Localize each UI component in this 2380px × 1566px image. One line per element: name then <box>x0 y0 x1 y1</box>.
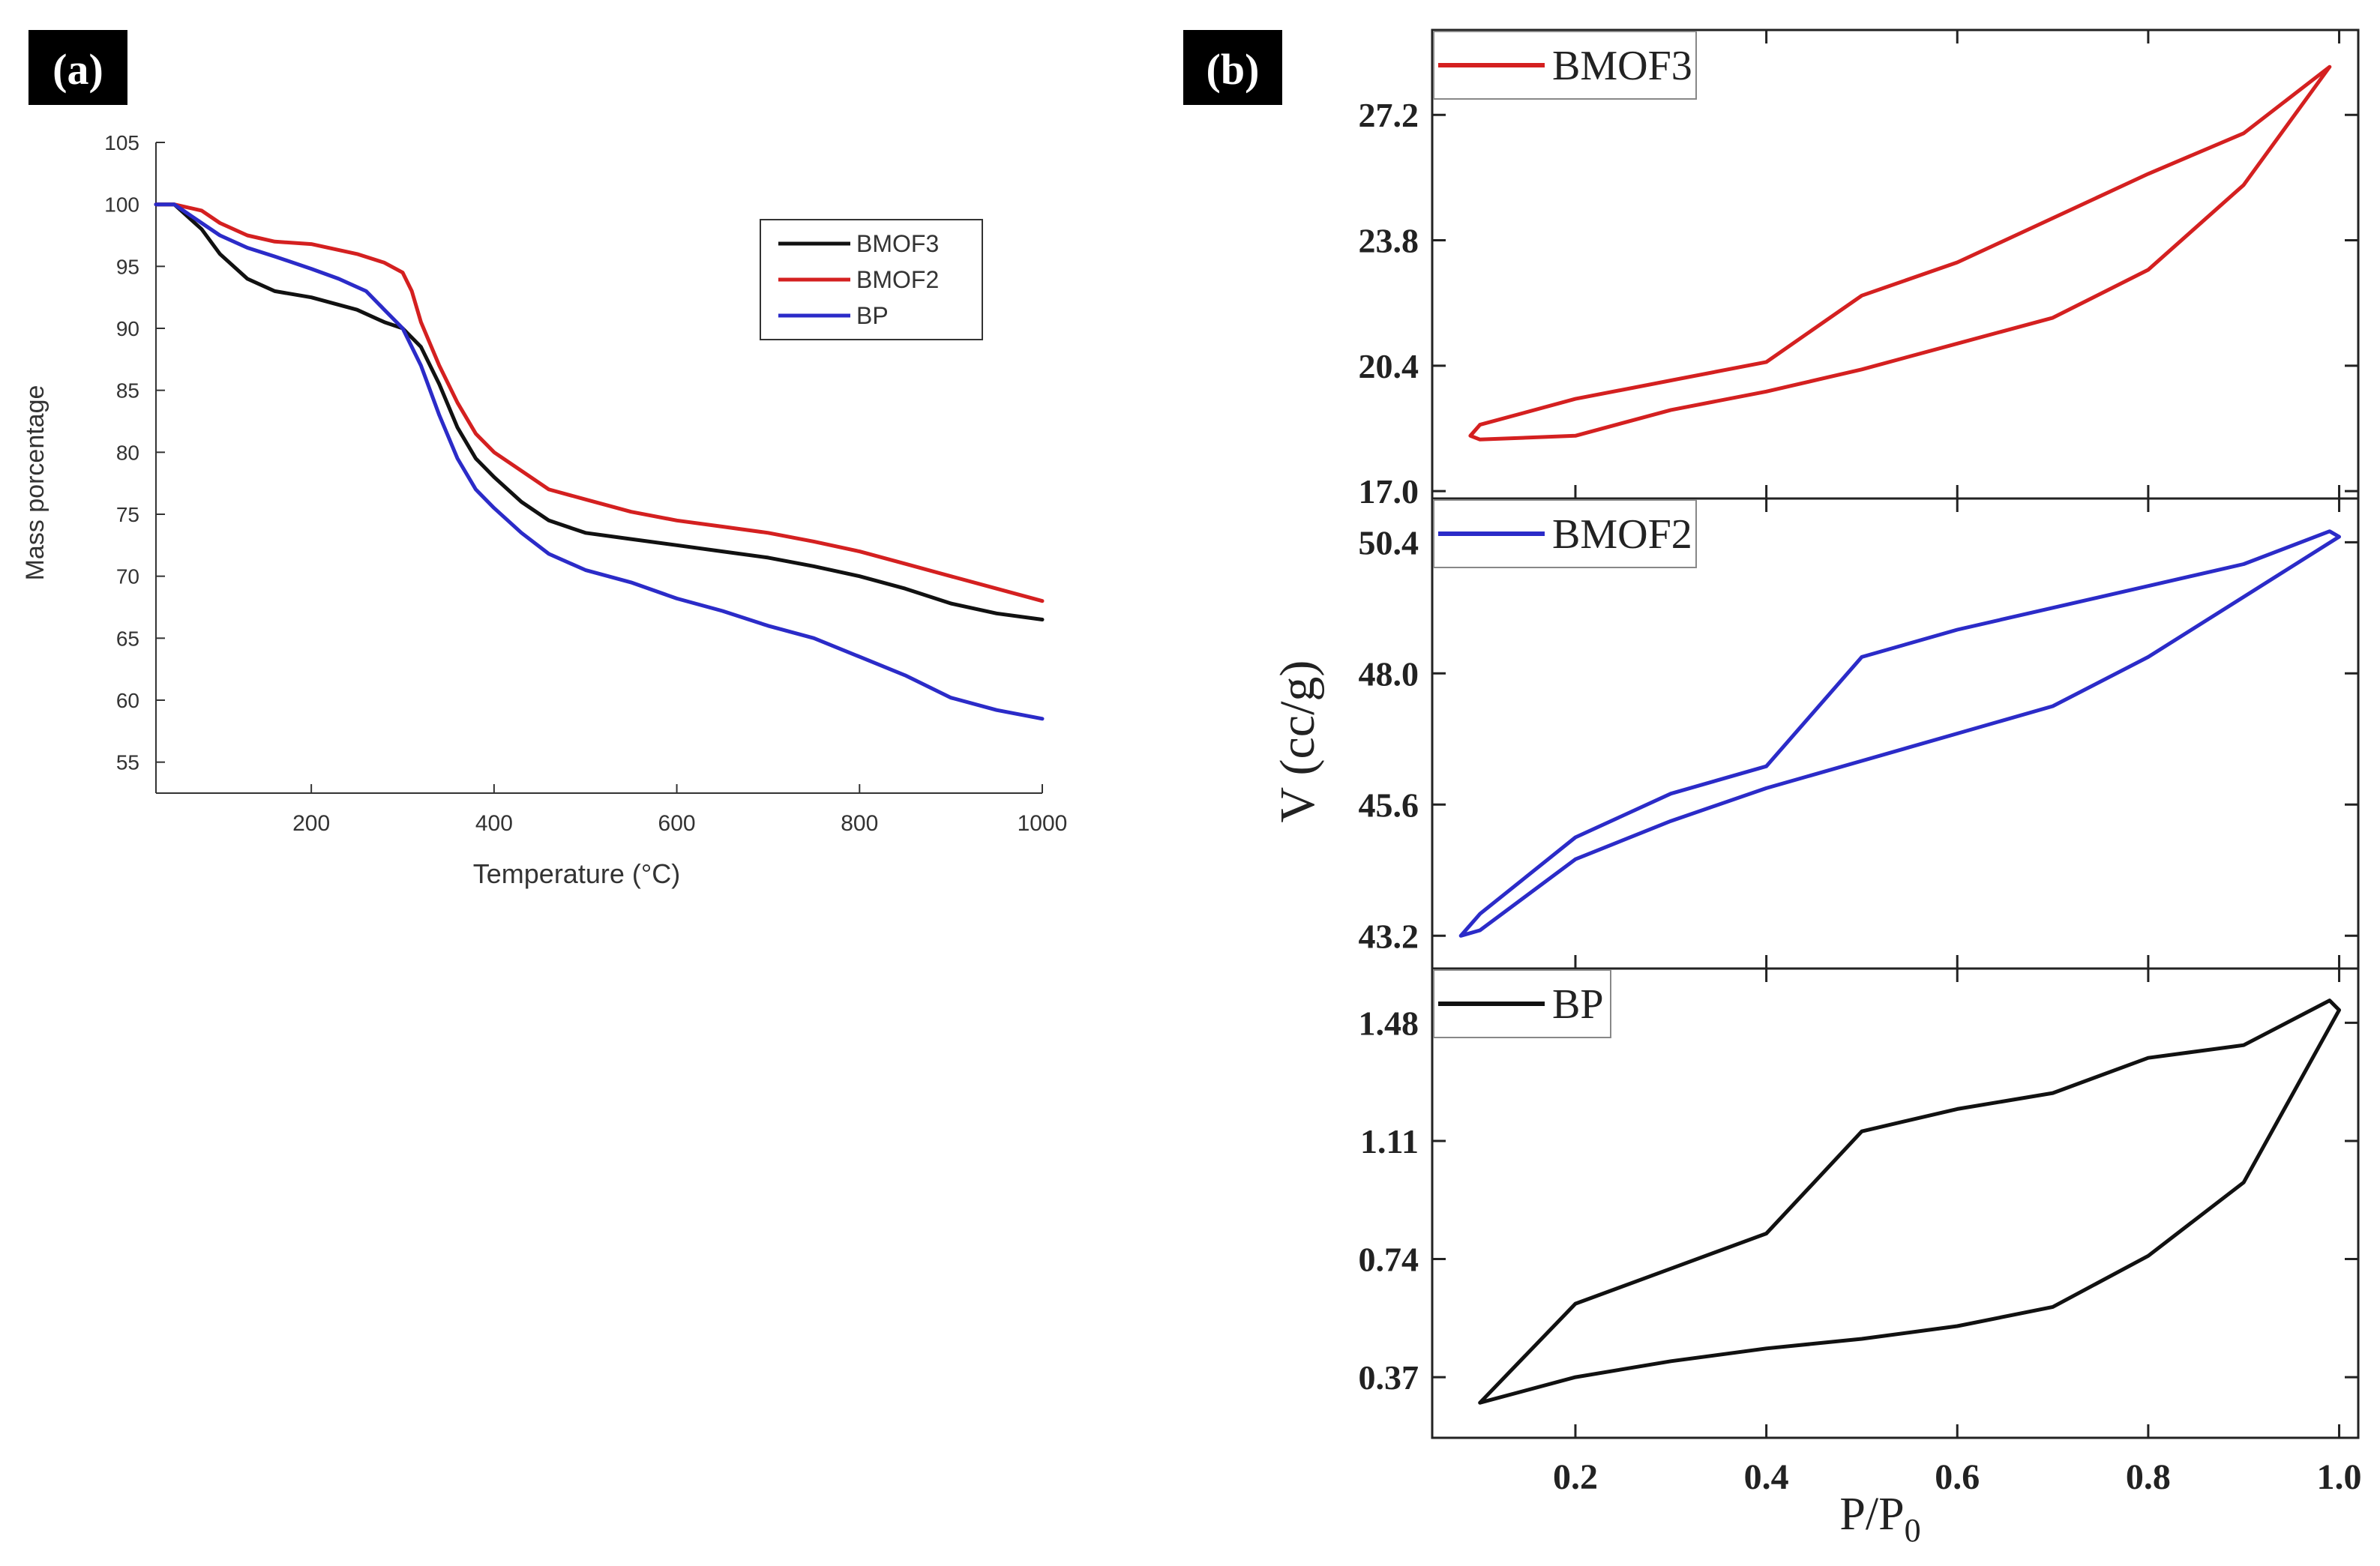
isotherm-y-tick-label-bmof3: 23.8 <box>1359 222 1419 260</box>
isotherm-y-tick-label-bp: 0.74 <box>1359 1241 1419 1279</box>
isotherm-y-tick-label-bmof2: 50.4 <box>1359 523 1419 561</box>
isotherm-legend-bp: BP <box>1433 969 1611 1038</box>
tga-y-tick-label: 80 <box>116 441 139 464</box>
isotherm-x-axis-title-main: P/P <box>1839 1489 1904 1540</box>
panel-b-label-box: (b) <box>1183 30 1282 105</box>
isotherm-x-tick-label: 0.8 <box>2126 1457 2171 1497</box>
isotherm-frame-bp <box>1431 967 2360 1439</box>
isotherm-x-axis-title-subscript: 0 <box>1905 1512 1921 1549</box>
isotherm-series-bp <box>1478 999 2341 1405</box>
isotherm-y-tick-label-bp: 1.11 <box>1360 1122 1419 1160</box>
isotherm-y-tick-label-bmof3: 20.4 <box>1359 347 1419 385</box>
tga-x-axis-title: Temperature (°C) <box>473 858 680 889</box>
isotherm-x-tick-label: 0.4 <box>1744 1457 1789 1497</box>
isotherm-legend-bmof3: BMOF3 <box>1433 31 1697 100</box>
isotherm-y-tick-label-bmof2: 45.6 <box>1359 786 1419 824</box>
tga-x-tick-label: 200 <box>292 811 330 836</box>
tga-y-tick-label: 105 <box>104 131 139 154</box>
tga-x-tick-label: 1000 <box>1018 811 1068 836</box>
isotherm-series-bmof3 <box>1468 64 2332 442</box>
isotherm-y-axis-title: V (cc/g) <box>1270 660 1325 823</box>
isotherm-series-bmof2 <box>1458 529 2341 938</box>
tga-series-bp <box>154 202 1045 721</box>
isotherm-subplot-bmof2: 43.2 45.6 48.0 50.4 BMOF2 <box>1359 497 2360 970</box>
isotherm-y-tick-label-bp: 0.37 <box>1359 1358 1419 1397</box>
tga-y-tick-label: 55 <box>116 751 139 774</box>
tga-legend: BMOF3 BMOF2 BP <box>760 219 983 340</box>
isotherm-legend-label-bmof3: BMOF3 <box>1552 43 1692 89</box>
tga-x-tick-label: 400 <box>475 811 513 836</box>
isotherm-x-tick-label: 0.2 <box>1553 1457 1598 1497</box>
isotherm-legend-label-bmof2: BMOF2 <box>1552 511 1692 558</box>
isotherm-x-tick-label: 0.6 <box>1935 1457 1980 1497</box>
isotherm-subplot-bp: 0.37 0.74 1.11 1.48 BP <box>1359 967 2360 1439</box>
panel-a-label-box: (a) <box>28 30 127 105</box>
isotherm-y-tick-label-bmof2: 48.0 <box>1359 654 1419 693</box>
isotherm-legend-label-bp: BP <box>1552 981 1604 1028</box>
isotherm-x-tick-label: 1.0 <box>2317 1457 2362 1497</box>
isotherm-x-axis-title: P/P0 <box>1839 1489 1920 1549</box>
isotherm-frame-bmof3 <box>1431 28 2360 500</box>
isotherm-chart: 17.0 20.4 23.8 27.2 BMOF3 43.2 45.6 48.0 50.4 BMO… <box>1270 28 2362 1549</box>
tga-y-tick-label: 100 <box>104 193 139 217</box>
tga-y-tick-label: 70 <box>116 565 139 588</box>
isotherm-y-tick-label-bmof2: 43.2 <box>1359 917 1419 955</box>
tga-x-tick-label: 800 <box>841 811 878 836</box>
tga-y-tick-label: 90 <box>116 317 139 340</box>
tga-series-bmof2 <box>154 202 1045 603</box>
tga-chart: 55 60 65 70 75 80 85 90 95 100 105 200 400 600 800 1000… <box>21 131 1067 889</box>
tga-y-tick-label: 65 <box>116 627 139 650</box>
isotherm-legend-bmof2: BMOF2 <box>1433 499 1697 568</box>
tga-legend-label-bmof2: BMOF2 <box>856 266 939 293</box>
tga-x-tick-label: 600 <box>658 811 696 836</box>
panel-a-label: (a) <box>52 45 103 94</box>
isotherm-y-tick-label-bmof3: 17.0 <box>1359 472 1419 511</box>
tga-legend-label-bmof3: BMOF3 <box>856 230 939 257</box>
tga-y-tick-label: 95 <box>116 255 139 278</box>
isotherm-y-tick-label-bp: 1.48 <box>1359 1004 1419 1042</box>
panel-b-label: (b) <box>1206 45 1260 94</box>
tga-y-tick-label: 60 <box>116 689 139 712</box>
tga-y-tick-label: 85 <box>116 379 139 403</box>
tga-legend-label-bp: BP <box>856 302 889 329</box>
isotherm-y-tick-label-bmof3: 27.2 <box>1359 96 1419 134</box>
tga-series-bmof3 <box>154 202 1045 621</box>
tga-y-axis-title: Mass porcentage <box>21 385 49 581</box>
isotherm-subplot-bmof3: 17.0 20.4 23.8 27.2 BMOF3 <box>1359 28 2360 511</box>
tga-y-tick-label: 75 <box>116 503 139 526</box>
